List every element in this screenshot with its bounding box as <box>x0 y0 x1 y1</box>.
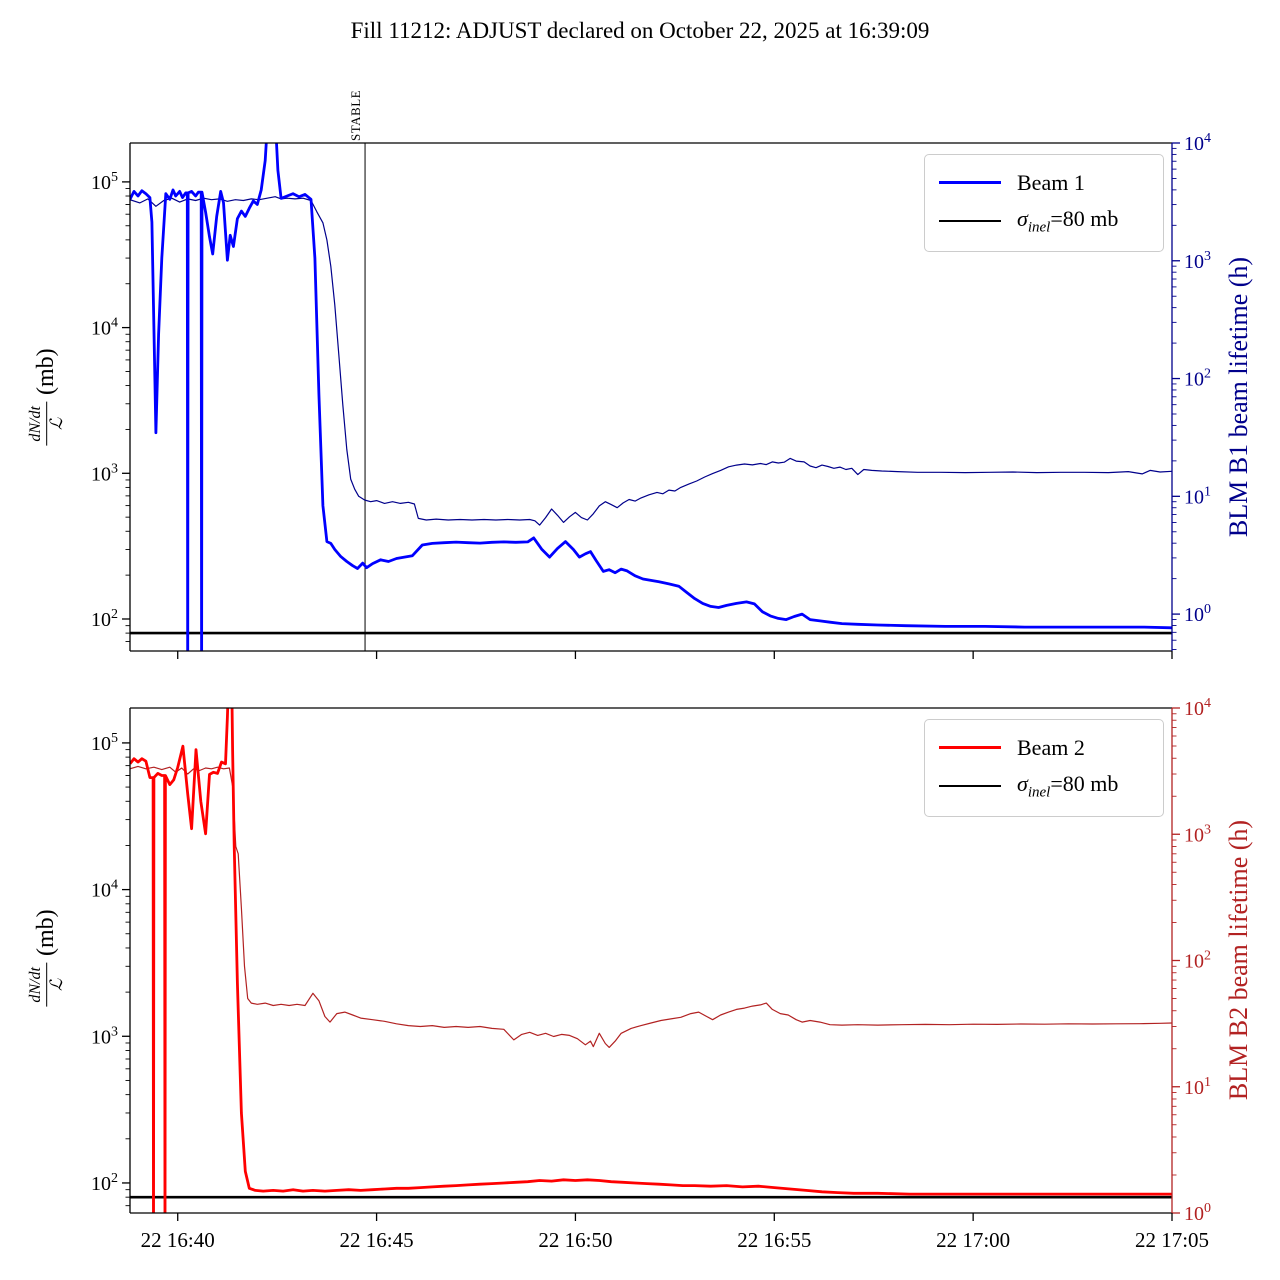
ylabel-denominator: ℒ <box>46 417 66 430</box>
series-blm-b1-beam-lifetime <box>130 196 1172 526</box>
x-axis-labels: 22 16:40 22 16:45 22 16:50 22 16:55 22 17:00… <box>141 1228 1209 1252</box>
series-beam-2 <box>130 708 1172 1213</box>
series-blm-b2-beam-lifetime <box>130 765 1172 1048</box>
beam1-line-swatch <box>939 181 1001 185</box>
sigma-subscript: inel <box>1027 219 1051 236</box>
x-tick-label: 22 17:05 <box>1135 1228 1209 1252</box>
y-right-tick-label: 104 <box>1184 696 1211 720</box>
ylabel-unit: (mb) <box>33 909 60 957</box>
plot-area <box>130 143 1172 651</box>
y-right-tick-label: 100 <box>1184 602 1211 626</box>
stable-annotation: STABLE <box>348 89 363 141</box>
y-left-tick-label: 102 <box>91 1171 118 1195</box>
y-left-tick-label: 103 <box>91 461 118 485</box>
ylabel-denominator: ℒ <box>46 978 66 991</box>
ylabel-left-bottom: dN/dt ℒ (mb) <box>27 909 66 1007</box>
y-left-tick-label: 104 <box>91 316 118 340</box>
ylabel-numerator: dN/dt <box>27 402 47 446</box>
y-left-tick-label: 103 <box>91 1024 118 1048</box>
panel-bottom: 102 103 104 105 100 101 102 103 104 <box>91 696 1211 1225</box>
sigma-symbol: σ <box>1017 770 1028 796</box>
legend-label-sigma: σinel=80 mb <box>1017 206 1118 236</box>
legend-top: Beam 1 σinel=80 mb <box>924 154 1164 252</box>
y-left-tick-label: 105 <box>91 731 118 755</box>
legend-entry-sigma: σinel=80 mb <box>925 206 1163 236</box>
sigma-symbol: σ <box>1017 205 1028 231</box>
sigma-value: =80 mb <box>1050 205 1119 231</box>
y-right-tick-label: 104 <box>1184 131 1211 155</box>
ylabel-unit: (mb) <box>33 348 60 396</box>
legend-entry-beam1: Beam 1 <box>925 170 1163 196</box>
y-right-tick-label: 103 <box>1184 822 1211 846</box>
y-right-tick-label: 101 <box>1184 484 1211 508</box>
y-left-tick-label: 104 <box>91 878 118 902</box>
sigma-line-swatch <box>939 219 1001 222</box>
ylabel-left-top: dN/dt ℒ (mb) <box>27 348 66 446</box>
figure-title: Fill 11212: ADJUST declared on October 2… <box>350 18 930 43</box>
ylabel-fraction: dN/dt ℒ <box>27 963 66 1007</box>
y-right-tick-label: 102 <box>1184 367 1211 391</box>
x-tick-label: 22 16:55 <box>737 1228 811 1252</box>
y-left-tick-label: 102 <box>91 607 118 631</box>
sigma-subscript: inel <box>1027 784 1051 801</box>
legend-entry-sigma: σinel=80 mb <box>925 771 1163 801</box>
legend-label-beam2: Beam 2 <box>1017 734 1085 760</box>
legend-bottom: Beam 2 σinel=80 mb <box>924 719 1164 817</box>
ylabel-fraction: dN/dt ℒ <box>27 402 66 446</box>
x-tick-label: 22 16:50 <box>538 1228 612 1252</box>
x-tick-label: 22 16:40 <box>141 1228 215 1252</box>
beam2-line-swatch <box>939 746 1001 750</box>
y-right-tick-label: 102 <box>1184 949 1211 973</box>
y-right-tick-label: 100 <box>1184 1201 1211 1225</box>
panel-top: 102 103 104 105 100 101 102 103 104 <box>91 131 1211 659</box>
y-right-tick-label: 103 <box>1184 249 1211 273</box>
legend-label-sigma: σinel=80 mb <box>1017 771 1118 801</box>
ylabel-right-top: BLM B1 beam lifetime (h) <box>1224 256 1253 538</box>
legend-label-beam1: Beam 1 <box>1017 169 1085 195</box>
y-left-tick-label: 105 <box>91 170 118 194</box>
plot-area <box>130 708 1172 1213</box>
legend-entry-beam2: Beam 2 <box>925 735 1163 761</box>
ylabel-right-bottom: BLM B2 beam lifetime (h) <box>1224 819 1253 1101</box>
sigma-value: =80 mb <box>1050 770 1119 796</box>
sigma-line-swatch <box>939 784 1001 787</box>
ylabel-numerator: dN/dt <box>27 963 47 1007</box>
x-tick-label: 22 16:45 <box>340 1228 414 1252</box>
series-beam-1 <box>130 143 1172 651</box>
y-right-tick-label: 101 <box>1184 1075 1211 1099</box>
x-tick-label: 22 17:00 <box>936 1228 1010 1252</box>
